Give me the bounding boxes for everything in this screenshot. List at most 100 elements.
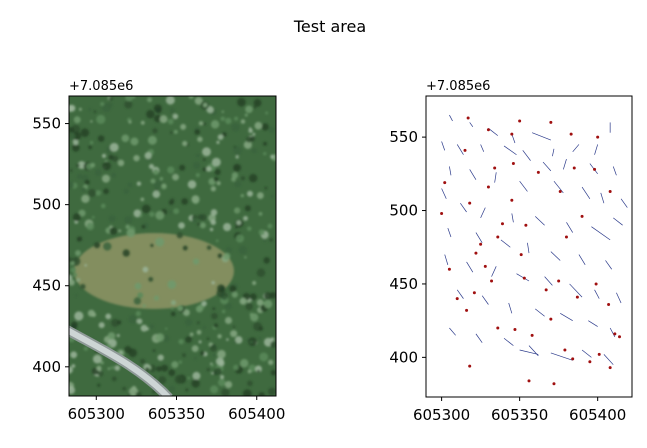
canopy-crown [133, 154, 140, 162]
canopy-crown [101, 103, 112, 113]
canopy-crown [232, 325, 236, 329]
canopy-crown [224, 302, 232, 310]
canopy-crown [150, 243, 154, 248]
canopy-crown [187, 376, 191, 380]
detected-line-segment [516, 273, 530, 282]
detected-point [572, 166, 576, 170]
canopy-crown [122, 386, 127, 391]
canopy-crown [76, 236, 82, 242]
canopy-crown [109, 142, 119, 152]
canopy-crown [209, 344, 217, 352]
canopy-crown [244, 256, 247, 259]
canopy-crown [141, 204, 151, 214]
canopy-crown [122, 249, 130, 257]
canopy-crown [246, 226, 252, 232]
detected-line-segment [562, 159, 567, 170]
canopy-crown [168, 385, 176, 393]
canopy-crown [200, 351, 205, 356]
detected-point [557, 279, 561, 283]
canopy-crown [84, 263, 87, 267]
canopy-crown [234, 116, 239, 121]
canopy-crown [258, 229, 265, 236]
detected-line-segment [508, 302, 513, 314]
detected-point [549, 317, 553, 321]
canopy-crown [210, 186, 216, 192]
canopy-crown [156, 366, 162, 372]
canopy-crown [139, 213, 143, 218]
canopy-crown [124, 100, 133, 109]
canopy-crown [195, 173, 200, 178]
detected-point [536, 170, 540, 174]
detected-line-segment [578, 254, 586, 266]
detected-point [466, 116, 470, 120]
detected-point [455, 297, 459, 301]
canopy-crown [217, 134, 224, 140]
canopy-crown [132, 96, 136, 99]
canopy-crown [231, 176, 236, 182]
detected-line-segment [616, 292, 622, 304]
detected-line-segment [588, 320, 598, 327]
canopy-crown [256, 268, 266, 277]
canopy-crown [103, 242, 112, 251]
canopy-crown [209, 227, 214, 232]
detected-point [597, 352, 601, 356]
canopy-crown [128, 314, 138, 324]
canopy-crown [263, 151, 267, 156]
detected-point [510, 132, 514, 136]
canopy-crown [92, 354, 102, 364]
detected-line-segment [519, 180, 528, 192]
canopy-crown [216, 140, 220, 145]
canopy-crown [225, 117, 232, 125]
detected-point [608, 366, 612, 370]
detected-point [588, 360, 592, 364]
canopy-crown [147, 97, 153, 103]
canopy-crown [268, 126, 275, 134]
canopy-crown [196, 222, 201, 227]
detected-line-segment [469, 122, 474, 128]
detected-point [486, 185, 490, 189]
canopy-crown [180, 123, 187, 130]
canopy-crown [158, 376, 167, 385]
canopy-crown [197, 321, 200, 324]
detected-line-segment [527, 242, 530, 254]
canopy-crown [268, 387, 276, 396]
detected-line-segment [456, 144, 464, 155]
canopy-crown [147, 135, 157, 145]
canopy-crown [142, 266, 149, 273]
detected-point [522, 276, 526, 280]
canopy-crown [226, 338, 229, 341]
detected-line-segment [594, 289, 600, 299]
detected-point [474, 251, 478, 255]
canopy-crown [71, 364, 76, 368]
detected-line-segment [449, 166, 452, 176]
canopy-crown [251, 147, 257, 154]
canopy-crown [146, 109, 155, 119]
detected-line-segment [500, 239, 511, 248]
canopy-crown [253, 99, 262, 107]
canopy-crown [234, 336, 243, 344]
detected-line-segment [560, 313, 573, 321]
canopy-crown [189, 332, 194, 337]
canopy-crown [210, 120, 220, 129]
canopy-crown [188, 96, 194, 100]
detected-point [472, 291, 476, 295]
detected-line-segment [531, 132, 551, 141]
canopy-crown [224, 316, 233, 325]
canopy-crown [97, 135, 105, 142]
canopy-crown [72, 139, 79, 146]
canopy-crown [202, 157, 207, 162]
canopy-crown [107, 332, 116, 340]
detected-line-segment [475, 333, 483, 343]
canopy-crown [270, 194, 274, 199]
canopy-crown [181, 198, 188, 205]
orthophoto-image [69, 96, 276, 396]
detected-point [594, 282, 598, 286]
detected-point [618, 335, 622, 339]
canopy-crown [191, 379, 200, 388]
canopy-crown [265, 111, 269, 115]
left-axis-ticks: 605300 605350 605400 400 450 500 550 [32, 115, 285, 423]
canopy-crown [159, 115, 168, 124]
canopy-crown [69, 181, 74, 189]
right-y-tick-label: 400 [389, 348, 418, 366]
canopy-crown [108, 215, 116, 223]
